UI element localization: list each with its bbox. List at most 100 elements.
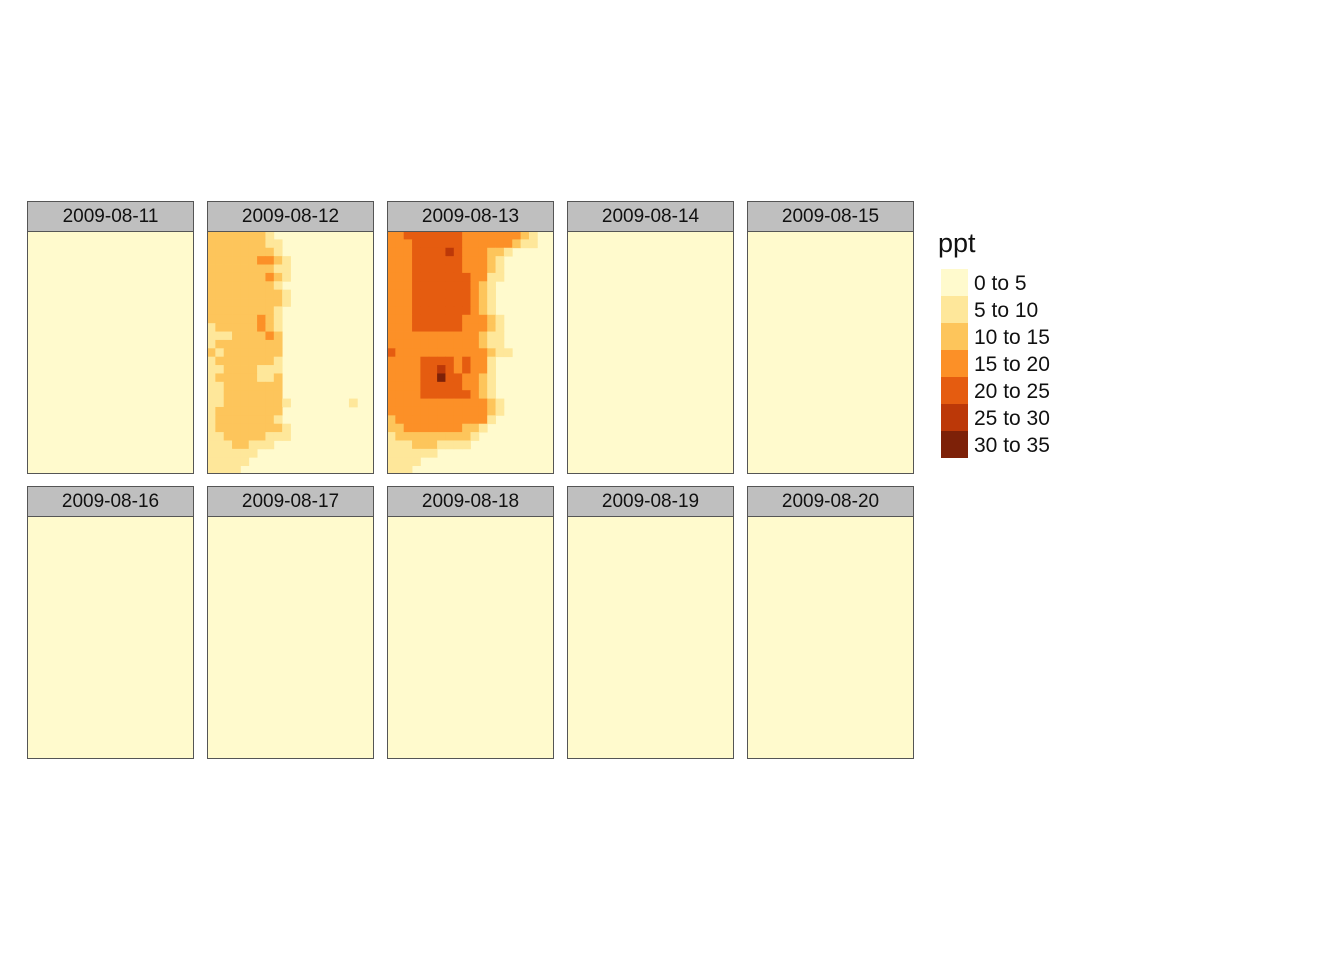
raster-cell bbox=[215, 381, 225, 391]
facet-raster bbox=[27, 231, 194, 474]
raster-cell bbox=[257, 281, 266, 291]
raster-cell bbox=[437, 281, 446, 291]
raster-cell bbox=[420, 289, 430, 299]
raster-cell bbox=[478, 247, 488, 257]
raster-cell bbox=[207, 239, 216, 249]
raster-cell bbox=[273, 272, 283, 282]
raster-cell bbox=[232, 440, 241, 450]
raster-cell bbox=[257, 381, 266, 391]
raster-cell bbox=[462, 247, 471, 257]
raster-cell bbox=[223, 440, 233, 450]
raster-cell bbox=[248, 281, 258, 291]
raster-cell bbox=[453, 272, 463, 282]
raster-cell bbox=[478, 323, 488, 332]
raster-cell bbox=[265, 415, 275, 425]
raster-cell bbox=[403, 281, 413, 291]
raster-cell bbox=[445, 390, 455, 399]
legend-label: 15 to 20 bbox=[974, 353, 1050, 376]
raster-cell bbox=[273, 381, 283, 391]
raster-cell bbox=[273, 339, 283, 349]
raster-cell bbox=[437, 298, 446, 307]
raster-cell bbox=[223, 239, 233, 249]
raster-cell bbox=[223, 323, 233, 332]
raster-cell bbox=[470, 247, 480, 257]
raster-cell bbox=[428, 331, 438, 341]
raster-cell bbox=[478, 381, 488, 391]
raster-cell bbox=[240, 373, 250, 383]
raster-cell bbox=[445, 423, 455, 433]
raster-cell bbox=[495, 398, 505, 408]
raster-cell bbox=[487, 264, 496, 274]
raster-cell bbox=[248, 339, 258, 349]
raster-cell bbox=[207, 457, 216, 467]
raster-cell bbox=[207, 272, 216, 282]
raster-cell bbox=[387, 440, 396, 450]
raster-cell bbox=[403, 406, 413, 416]
raster-cell bbox=[215, 239, 225, 249]
raster-cell bbox=[248, 356, 258, 366]
raster-cell bbox=[257, 231, 266, 240]
raster-cell bbox=[478, 373, 488, 383]
raster-cell bbox=[232, 247, 241, 257]
raster-cell bbox=[445, 323, 455, 332]
legend-swatch bbox=[941, 323, 968, 350]
legend-label: 0 to 5 bbox=[974, 272, 1027, 295]
raster-cell bbox=[223, 457, 233, 467]
raster-background bbox=[567, 231, 734, 474]
raster-cell bbox=[462, 365, 471, 374]
raster-cell bbox=[420, 323, 430, 332]
raster-cell bbox=[495, 348, 505, 358]
raster-cell bbox=[403, 356, 413, 366]
raster-cell bbox=[265, 247, 275, 257]
raster-cell bbox=[420, 415, 430, 425]
raster-cell bbox=[207, 298, 216, 307]
raster-cell bbox=[223, 406, 233, 416]
raster-cell bbox=[437, 272, 446, 282]
raster-cell bbox=[487, 247, 496, 257]
raster-cell bbox=[395, 406, 405, 416]
raster-cell bbox=[478, 348, 488, 358]
raster-cell bbox=[207, 465, 216, 474]
raster-cell bbox=[453, 398, 463, 408]
raster-cell bbox=[428, 440, 438, 450]
raster-cell bbox=[232, 365, 241, 374]
raster-cell bbox=[232, 298, 241, 307]
raster-cell bbox=[478, 415, 488, 425]
raster-cell bbox=[470, 314, 480, 324]
raster-cell bbox=[223, 356, 233, 366]
raster-cell bbox=[248, 298, 258, 307]
raster-cell bbox=[487, 348, 496, 358]
raster-cell bbox=[215, 415, 225, 425]
raster-cell bbox=[445, 348, 455, 358]
legend-title: ppt bbox=[938, 228, 976, 258]
raster-cell bbox=[412, 415, 421, 425]
legend-label: 30 to 35 bbox=[974, 434, 1050, 457]
raster-cell bbox=[437, 239, 446, 249]
raster-cell bbox=[470, 231, 480, 240]
raster-cell bbox=[257, 264, 266, 274]
raster-cell bbox=[437, 264, 446, 274]
raster-cell bbox=[428, 314, 438, 324]
raster-cell bbox=[395, 281, 405, 291]
raster-cell bbox=[462, 281, 471, 291]
raster-cell bbox=[420, 440, 430, 450]
raster-cell bbox=[240, 423, 250, 433]
facet-strip-label: 2009-08-11 bbox=[27, 201, 194, 232]
raster-cell bbox=[395, 365, 405, 374]
raster-cell bbox=[428, 415, 438, 425]
raster-cell bbox=[387, 423, 396, 433]
raster-cell bbox=[487, 306, 496, 316]
raster-cell bbox=[395, 298, 405, 307]
raster-cell bbox=[470, 306, 480, 316]
raster-cell bbox=[453, 231, 463, 240]
raster-cell bbox=[412, 239, 421, 249]
raster-cell bbox=[445, 272, 455, 282]
raster-cell bbox=[223, 339, 233, 349]
raster-cell bbox=[495, 314, 505, 324]
raster-cell bbox=[495, 256, 505, 265]
raster-cell bbox=[232, 289, 241, 299]
raster-cell bbox=[232, 306, 241, 316]
raster-cell bbox=[257, 314, 266, 324]
raster-cell bbox=[215, 247, 225, 257]
raster-cell bbox=[428, 323, 438, 332]
